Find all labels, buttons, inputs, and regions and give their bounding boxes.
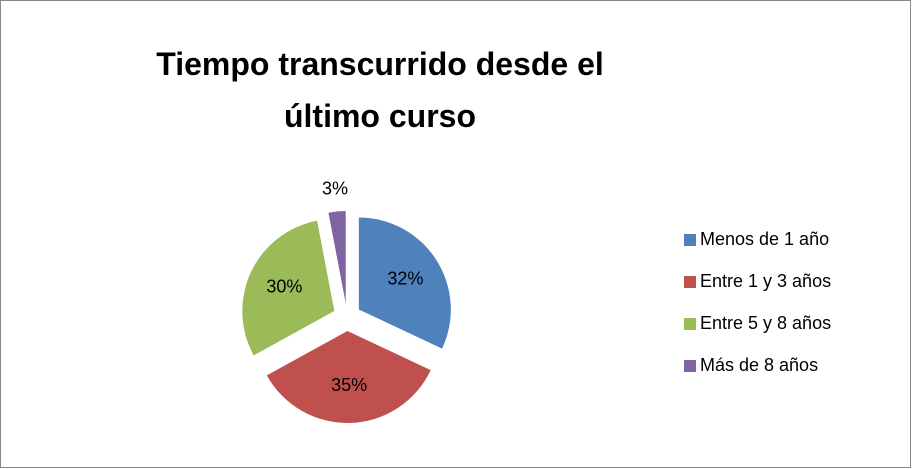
pie-slice [266, 330, 431, 423]
data-label: 32% [387, 269, 423, 289]
legend-swatch [684, 276, 696, 288]
legend-swatch [684, 318, 696, 330]
legend-label: Menos de 1 año [700, 229, 829, 249]
pie-slice [328, 211, 346, 304]
data-label: 30% [266, 276, 302, 296]
legend-label: Entre 5 y 8 años [700, 313, 831, 333]
legend-swatch [684, 234, 696, 246]
data-label: 3% [322, 178, 348, 198]
legend-label: Entre 1 y 3 años [700, 271, 831, 291]
legend-swatch [684, 360, 696, 372]
data-label: 35% [331, 375, 367, 395]
legend-label: Más de 8 años [700, 355, 818, 375]
chart-title: Tiempo transcurrido desde el último curs… [156, 46, 604, 134]
pie-slice [242, 220, 335, 356]
pie-slice [358, 217, 451, 349]
